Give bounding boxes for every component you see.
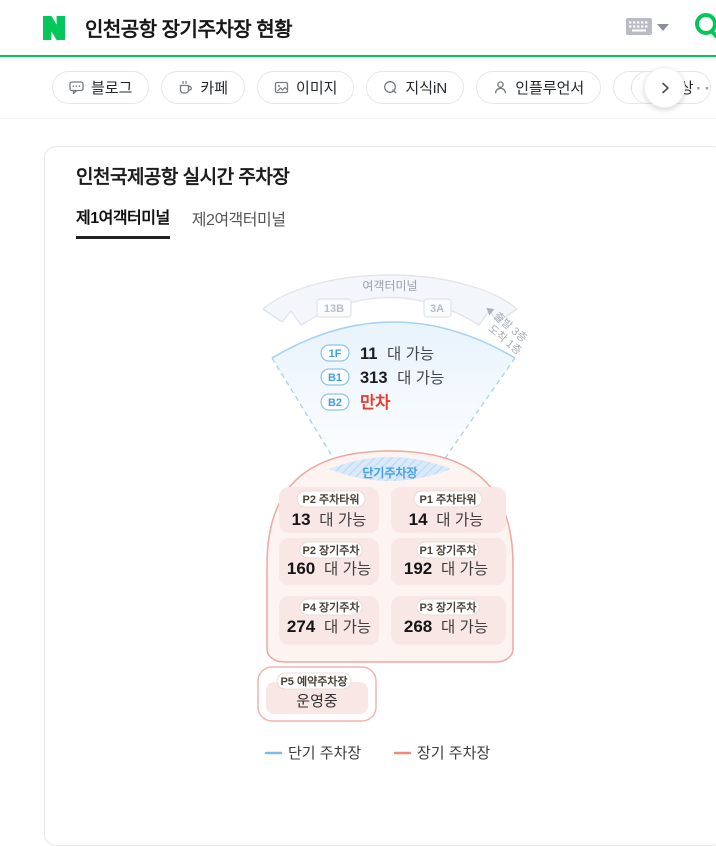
level-1f-count: 11 대 가능 bbox=[360, 345, 434, 363]
short-term-zone-shape bbox=[329, 457, 451, 481]
lot-p2-tower-count: 13 대 가능 bbox=[292, 510, 367, 529]
lot-p4-long-count: 274 대 가능 bbox=[287, 617, 371, 636]
gate-13b-box bbox=[316, 298, 352, 318]
lot-badge-p1-long bbox=[416, 541, 480, 559]
blog-icon bbox=[69, 81, 84, 95]
level-badge-b1-label: B1 bbox=[328, 372, 342, 384]
header-right-tools bbox=[586, 0, 716, 55]
lot-badge-p3-long bbox=[416, 598, 480, 616]
filter-tab-label: 이미지 bbox=[296, 80, 338, 97]
lot-badge-p2-tower bbox=[296, 490, 366, 508]
lot-badge-p2-long-label: P2 장기주차 bbox=[303, 543, 361, 557]
level-badge-b1 bbox=[320, 368, 350, 386]
parking-diagram: 여객터미널 13B 3A 출발 3층 도착 1층 1F 11 대 가능 bbox=[45, 258, 716, 796]
filter-tab-image[interactable]: 이미지 bbox=[257, 71, 355, 104]
level-badge-b2 bbox=[320, 393, 350, 411]
terminal-tabs: 제1여객터미널 제2여객터미널 bbox=[76, 204, 286, 239]
gate-13b-label: 13B bbox=[324, 303, 344, 315]
terminal-building-shape bbox=[262, 274, 518, 326]
tab-terminal-1[interactable]: 제1여객터미널 bbox=[76, 204, 170, 239]
card-title: 인천국제공항 실시간 주차장 bbox=[76, 167, 290, 188]
keyboard-icon[interactable] bbox=[626, 18, 652, 35]
lot-badge-p2-tower-label: P2 주차타워 bbox=[303, 492, 360, 506]
lot-badge-p4-long bbox=[299, 598, 363, 616]
level-b1-count: 313 대 가능 bbox=[360, 369, 444, 387]
naver-logo-icon[interactable] bbox=[40, 14, 68, 42]
p5-badge-label: P5 예약주차장 bbox=[280, 674, 347, 688]
legend-short-term-label: 단기 주차장 bbox=[288, 745, 361, 762]
filter-tab-blog[interactable]: 블로그 bbox=[52, 71, 150, 104]
keyboard-dropdown-caret-icon[interactable] bbox=[657, 24, 669, 31]
person-icon bbox=[495, 81, 507, 94]
search-icon bbox=[695, 13, 716, 39]
filter-pills: 블로그 카페 이미지 지식iN bbox=[52, 71, 711, 104]
filter-more-dots[interactable]: ·· bbox=[696, 79, 714, 98]
short-term-fan-side-left bbox=[271, 357, 338, 465]
image-icon bbox=[274, 81, 289, 94]
terminal-label: 여객터미널 bbox=[362, 279, 417, 293]
filter-tab-influencer[interactable]: 인플루언서 bbox=[476, 71, 602, 104]
lot-p1-long-count: 192 대 가능 bbox=[404, 559, 488, 578]
level-badge-b2-label: B2 bbox=[328, 397, 342, 409]
search-filter-bar: 블로그 카페 이미지 지식iN bbox=[0, 57, 716, 119]
parking-status-card: 인천국제공항 실시간 주차장 제1여객터미널 제2여객터미널 여객터미널 13B bbox=[44, 146, 716, 846]
level-badge-1f bbox=[320, 344, 350, 362]
search-header: 인천공항 장기주차장 현황 bbox=[0, 0, 716, 57]
short-term-fan-side-right bbox=[440, 357, 516, 465]
filter-tab-label: 카페 bbox=[200, 80, 229, 97]
lot-badge-p2-long bbox=[299, 541, 363, 559]
filter-tab-label: 블로그 bbox=[91, 80, 133, 97]
legend-long-term-label: 장기 주차장 bbox=[417, 745, 490, 762]
filter-tab-label: 지식iN bbox=[405, 80, 448, 97]
gate-3a-box bbox=[423, 298, 452, 318]
arrow-left-icon bbox=[486, 307, 495, 316]
short-term-fan-arc bbox=[271, 321, 516, 359]
filter-tab-cafe[interactable]: 카페 bbox=[161, 71, 246, 104]
filter-tab-label: 인플루언서 bbox=[515, 80, 585, 97]
short-term-zone-label: 단기주차장 bbox=[362, 465, 417, 480]
lot-p1-tower-count: 14 대 가능 bbox=[409, 510, 484, 529]
lot-badge-p1-tower-label: P1 주차타워 bbox=[420, 492, 477, 506]
short-term-fan-shape bbox=[272, 322, 515, 464]
filter-tab-kin[interactable]: 지식iN bbox=[366, 71, 465, 104]
kin-q-icon bbox=[384, 81, 397, 94]
lot-badge-p4-long-label: P4 장기주차 bbox=[303, 600, 361, 614]
level-badge-1f-label: 1F bbox=[329, 348, 342, 360]
p5-inner-block bbox=[266, 682, 368, 714]
tab-terminal-2[interactable]: 제2여객터미널 bbox=[192, 204, 286, 239]
lot-badge-p1-tower bbox=[413, 490, 483, 508]
chevron-right-icon bbox=[661, 82, 669, 93]
lot-p3-long-count: 268 대 가능 bbox=[404, 617, 488, 636]
lot-p2-long-count: 160 대 가능 bbox=[287, 559, 371, 578]
level-b2-full-status: 만차 bbox=[360, 393, 391, 412]
lot-badge-p3-long-label: P3 장기주차 bbox=[420, 600, 478, 614]
search-query-input[interactable]: 인천공항 장기주차장 현황 bbox=[85, 19, 293, 41]
filter-scroll-next-button[interactable] bbox=[644, 67, 685, 108]
cafe-icon bbox=[180, 80, 193, 94]
search-button[interactable] bbox=[693, 11, 716, 43]
p5-badge bbox=[276, 672, 352, 690]
lot-badge-p1-long-label: P1 장기주차 bbox=[420, 543, 478, 557]
p5-status: 운영중 bbox=[296, 693, 337, 710]
gate-3a-label: 3A bbox=[430, 303, 444, 315]
